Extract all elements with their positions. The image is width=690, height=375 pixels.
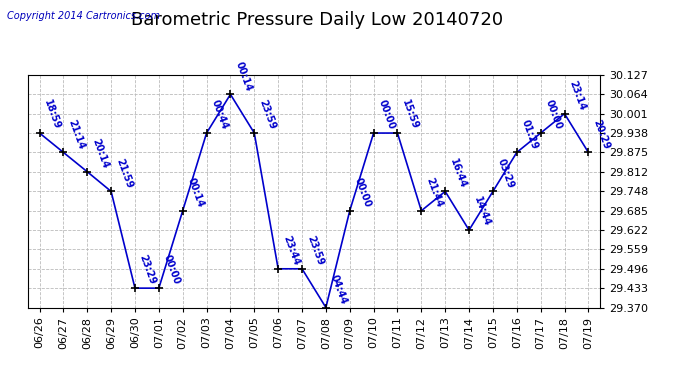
Text: 00:00: 00:00 (377, 99, 397, 131)
Text: Copyright 2014 Cartronics.com: Copyright 2014 Cartronics.com (7, 11, 160, 21)
Text: 00:14: 00:14 (186, 176, 206, 209)
Text: 01:29: 01:29 (520, 118, 540, 150)
Text: Barometric Pressure Daily Low 20140720: Barometric Pressure Daily Low 20140720 (131, 11, 504, 29)
Text: 00:14: 00:14 (233, 60, 253, 93)
Text: 18:59: 18:59 (42, 99, 62, 131)
Text: 23:14: 23:14 (567, 79, 587, 112)
Text: 16:44: 16:44 (448, 157, 468, 189)
Text: Pressure  (Inches/Hg): Pressure (Inches/Hg) (511, 28, 642, 38)
Text: 21:14: 21:14 (66, 118, 86, 150)
Text: 23:59: 23:59 (305, 234, 325, 267)
Text: 20:14: 20:14 (90, 137, 110, 170)
Text: 00:00: 00:00 (353, 176, 373, 209)
Text: 04:44: 04:44 (328, 273, 348, 306)
Text: 21:59: 21:59 (114, 157, 134, 189)
Text: 00:00: 00:00 (544, 99, 564, 131)
Text: 03:29: 03:29 (496, 157, 516, 189)
Text: 21:44: 21:44 (424, 176, 444, 209)
Text: 20:29: 20:29 (591, 118, 611, 150)
Text: 23:59: 23:59 (257, 99, 277, 131)
Text: 23:29: 23:29 (138, 254, 158, 286)
Text: 00:00: 00:00 (161, 254, 181, 286)
Text: 14:44: 14:44 (472, 196, 492, 228)
Text: 00:44: 00:44 (210, 99, 230, 131)
Text: 15:59: 15:59 (400, 99, 420, 131)
Text: 23:44: 23:44 (281, 234, 301, 267)
